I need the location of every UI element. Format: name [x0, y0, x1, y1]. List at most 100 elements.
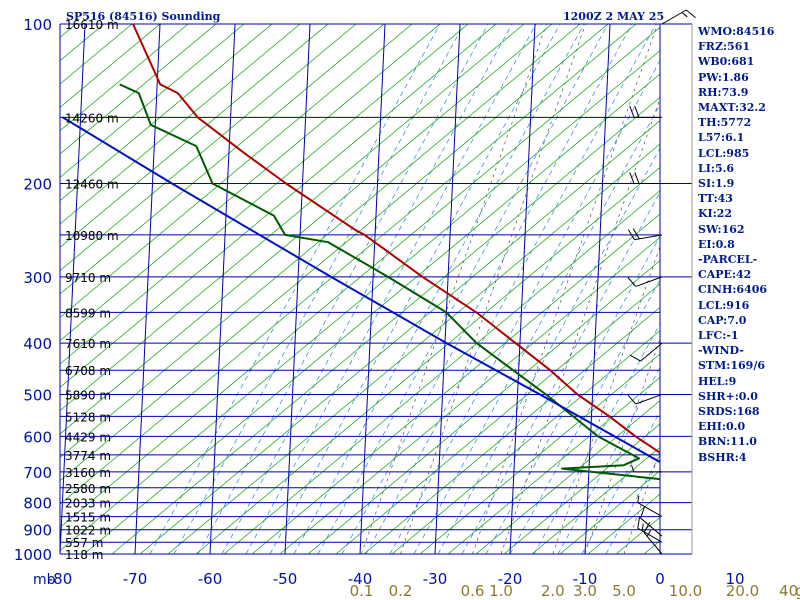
wind-barb-flag: [634, 105, 640, 118]
temperature-tick-label: -80: [48, 570, 73, 588]
mixing-ratio-line: [500, 97, 660, 554]
wind-barb: [637, 495, 663, 518]
index-item: -PARCEL-: [698, 253, 758, 267]
height-label: 3774 m: [65, 449, 111, 463]
index-item: FRZ:561: [698, 40, 751, 54]
dry-adiabat-line: [784, 0, 800, 554]
wind-barb-flag: [637, 495, 640, 503]
pressure-tick-label: 100: [23, 16, 52, 34]
mixing-ratio-label: g/kg: [795, 582, 800, 600]
wind-barb-flag: [629, 172, 635, 184]
temperature-tick-label: -50: [273, 570, 298, 588]
index-item: SW:162: [698, 222, 745, 236]
pressure-tick-label: 300: [23, 269, 52, 287]
wind-barb: [629, 342, 663, 362]
index-item: BSHR:4: [698, 450, 747, 464]
dry-adiabat-line: [60, 24, 329, 248]
moist-adiabat-line: [173, 24, 465, 554]
wind-barb-flag: [681, 12, 688, 18]
wind-barb: [629, 105, 662, 118]
height-label: 7610 m: [65, 337, 111, 351]
dry-adiabat-line: [60, 24, 385, 295]
index-item: CAPE:42: [698, 268, 752, 282]
chart-grid: [59, 0, 800, 555]
mixing-ratio-line: [400, 24, 586, 554]
index-item: SRDS:168: [698, 405, 760, 419]
dry-adiabat-line: [60, 24, 469, 365]
pressure-axis-label: mb: [33, 572, 56, 588]
isotherm-line: [284, 24, 311, 554]
temperature-tick-label: 0: [655, 570, 665, 588]
index-item: TH:5772: [698, 116, 752, 130]
dry-adiabat-line: [391, 330, 660, 554]
dry-adiabat-line: [279, 236, 660, 554]
temperature-tick-label: -20: [498, 570, 523, 588]
height-label: 3160 m: [65, 466, 111, 480]
isotherm-line: [359, 24, 386, 554]
moist-adiabat-line: [413, 103, 660, 554]
wind-barb: [627, 276, 663, 287]
temperature-tick-label: -40: [348, 570, 373, 588]
moist-adiabat-line: [269, 24, 561, 554]
wind-barb-flag: [685, 9, 696, 18]
index-item: SI:1.9: [698, 177, 735, 191]
height-label: 2033 m: [65, 497, 111, 511]
pressure-tick-label: 400: [23, 335, 52, 353]
dry-adiabat-line: [503, 423, 660, 554]
dry-adiabat-line: [60, 24, 441, 342]
pressure-tick-label: 800: [23, 495, 52, 513]
height-label: 12460 m: [65, 178, 119, 192]
mixing-ratio-label: 0.1: [350, 582, 374, 600]
moist-adiabat-line: [341, 24, 633, 554]
pressure-tick-label: 200: [23, 176, 52, 194]
pressure-tick-label: 700: [23, 464, 52, 482]
index-item: MAXT:32.2: [698, 101, 766, 115]
dry-adiabat-line: [60, 24, 413, 318]
mixing-ratio-line: [472, 24, 658, 554]
mixing-ratio-line: [796, 24, 800, 554]
pressure-tick-label: 600: [23, 428, 52, 446]
dry-adiabat-line: [139, 120, 660, 554]
profile-line-0: [132, 24, 660, 454]
index-item: CINH:6406: [698, 283, 768, 297]
mixing-ratio-label: 0.6: [461, 582, 485, 600]
moist-adiabat-line: [581, 410, 660, 554]
wind-barb-flag: [627, 277, 637, 287]
moist-adiabat-line: [461, 191, 660, 554]
moist-adiabat-line: [149, 24, 441, 554]
wind-barb-flag: [629, 105, 635, 118]
wind-barb-staff: [643, 532, 663, 555]
wind-barb: [643, 521, 663, 555]
dry-adiabat-line: [60, 24, 553, 435]
dry-adiabat-line: [307, 260, 660, 554]
dry-adiabat-line: [251, 213, 660, 554]
index-item: STM:169/6: [698, 359, 765, 373]
dry-adiabat-line: [83, 73, 660, 554]
isotherm-line: [584, 24, 611, 554]
moist-adiabat-line: [245, 24, 537, 554]
isotherm-line: [60, 24, 86, 554]
isotherm-line: [134, 24, 161, 554]
wind-barb-flag: [637, 516, 641, 529]
dry-adiabat-line: [60, 24, 581, 458]
index-item: KI:22: [698, 207, 733, 221]
dry-adiabat-line: [60, 24, 609, 482]
wind-barb: [661, 9, 696, 25]
isotherm-line: [434, 24, 461, 554]
pressure-tick-label: 900: [23, 522, 52, 540]
index-item: HEL:9: [698, 374, 737, 388]
height-label: 2580 m: [65, 482, 111, 496]
mixing-ratio-label: 40.0: [779, 582, 800, 600]
height-label: 118 m: [65, 548, 103, 562]
isotherm-line: [509, 24, 536, 554]
wind-barb: [627, 228, 663, 241]
wind-barb-flag: [627, 394, 637, 405]
index-item: BRN:11.0: [698, 435, 757, 449]
mixing-ratio-line: [361, 24, 547, 554]
isotherm-line: [659, 543, 660, 554]
moist-adiabat-line: [485, 235, 660, 554]
moist-adiabat-line: [509, 279, 660, 554]
index-item: TT:43: [698, 192, 733, 206]
mixing-ratio-label: 1.0: [489, 582, 513, 600]
profile-line-1: [119, 83, 660, 481]
